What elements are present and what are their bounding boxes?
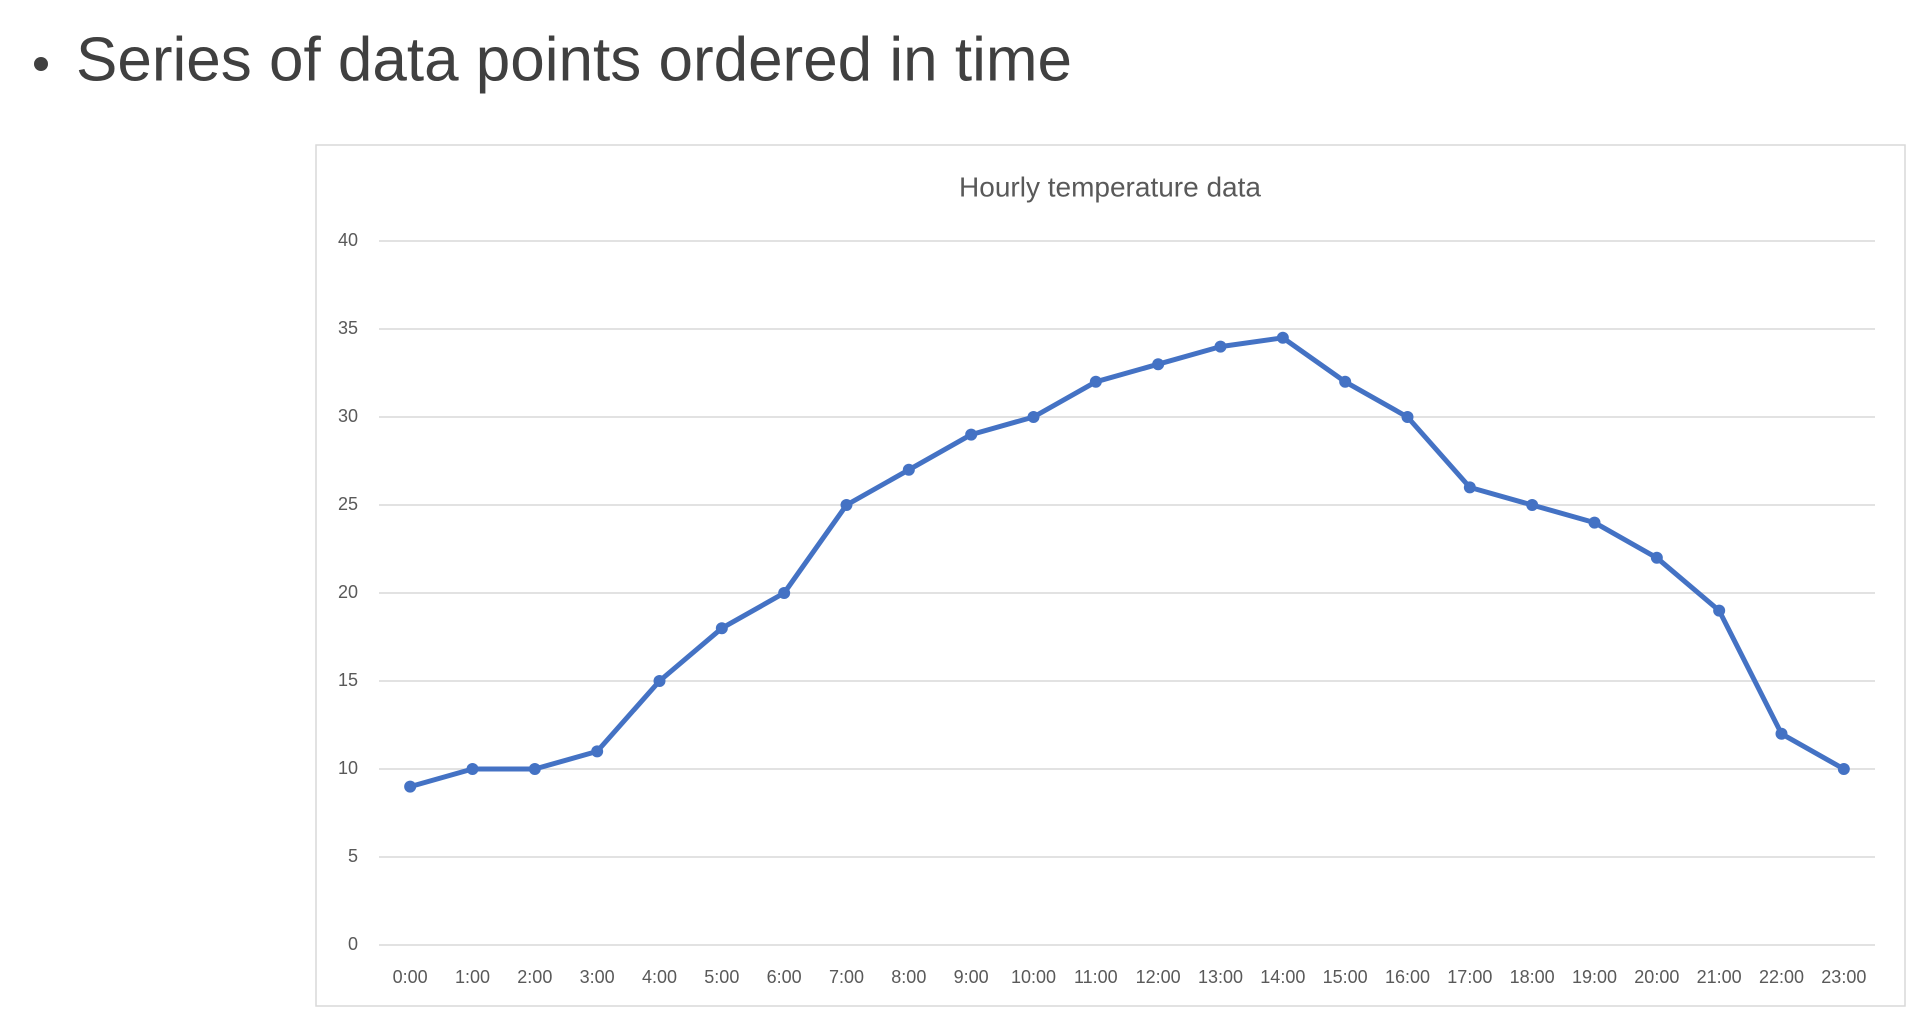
x-tick-label: 1:00 bbox=[455, 967, 490, 987]
data-point bbox=[653, 675, 666, 687]
x-tick-label: 22:00 bbox=[1759, 967, 1804, 987]
y-tick-label: 10 bbox=[338, 758, 358, 778]
data-point bbox=[1775, 727, 1788, 740]
x-tick-label: 5:00 bbox=[704, 967, 739, 987]
x-tick-label: 19:00 bbox=[1572, 967, 1617, 987]
y-tick-label: 40 bbox=[338, 230, 358, 250]
x-tick-label: 7:00 bbox=[829, 967, 864, 987]
x-tick-label: 15:00 bbox=[1323, 967, 1368, 987]
data-point bbox=[1401, 411, 1414, 423]
data-point bbox=[1713, 604, 1726, 617]
data-point bbox=[1027, 411, 1040, 423]
data-point bbox=[778, 587, 791, 599]
data-point bbox=[1276, 331, 1289, 344]
data-point bbox=[840, 499, 853, 511]
x-tick-label: 13:00 bbox=[1198, 967, 1243, 987]
data-point bbox=[1214, 340, 1227, 353]
x-tick-label: 3:00 bbox=[580, 967, 615, 987]
x-tick-label: 16:00 bbox=[1385, 967, 1430, 987]
y-tick-label: 5 bbox=[348, 846, 358, 866]
x-tick-label: 20:00 bbox=[1634, 967, 1679, 987]
data-point bbox=[1837, 763, 1850, 775]
y-tick-label: 0 bbox=[348, 934, 358, 954]
chart-title: Hourly temperature data bbox=[959, 171, 1261, 202]
data-line bbox=[409, 335, 1846, 790]
bullet-dot bbox=[34, 57, 48, 71]
x-tick-label: 0:00 bbox=[393, 967, 428, 987]
x-tick-label: 6:00 bbox=[767, 967, 802, 987]
x-tick-label: 8:00 bbox=[891, 967, 926, 987]
data-point bbox=[965, 428, 978, 441]
x-tick-label: 12:00 bbox=[1136, 967, 1181, 987]
x-tick-label: 9:00 bbox=[954, 967, 989, 987]
y-tick-label: 15 bbox=[338, 670, 358, 690]
y-tick-label: 35 bbox=[338, 318, 358, 338]
data-point bbox=[591, 745, 604, 758]
data-point bbox=[404, 780, 417, 793]
y-tick-label: 25 bbox=[338, 494, 358, 514]
data-point bbox=[1089, 375, 1102, 388]
data-point bbox=[1650, 551, 1663, 564]
x-tick-label: 14:00 bbox=[1260, 967, 1305, 987]
x-tick-label: 17:00 bbox=[1447, 967, 1492, 987]
data-point bbox=[1463, 481, 1476, 494]
data-point bbox=[466, 763, 479, 775]
data-point bbox=[1526, 499, 1539, 511]
x-tick-label: 18:00 bbox=[1510, 967, 1555, 987]
x-tick-label: 10:00 bbox=[1011, 967, 1056, 987]
y-tick-label: 20 bbox=[338, 582, 358, 602]
x-tick-label: 2:00 bbox=[517, 967, 552, 987]
x-tick-label: 21:00 bbox=[1697, 967, 1742, 987]
data-point bbox=[1339, 375, 1352, 388]
data-point bbox=[1588, 516, 1601, 529]
chart-frame bbox=[315, 144, 1906, 1007]
x-tick-label: 4:00 bbox=[642, 967, 677, 987]
data-point bbox=[902, 463, 915, 476]
data-point bbox=[715, 622, 728, 635]
data-point bbox=[1152, 358, 1165, 371]
x-tick-label: 11:00 bbox=[1074, 967, 1118, 987]
data-point bbox=[528, 763, 541, 775]
x-tick-label: 23:00 bbox=[1821, 967, 1866, 987]
y-tick-label: 30 bbox=[338, 406, 358, 426]
bullet-text: Series of data points ordered in time bbox=[76, 25, 1072, 94]
